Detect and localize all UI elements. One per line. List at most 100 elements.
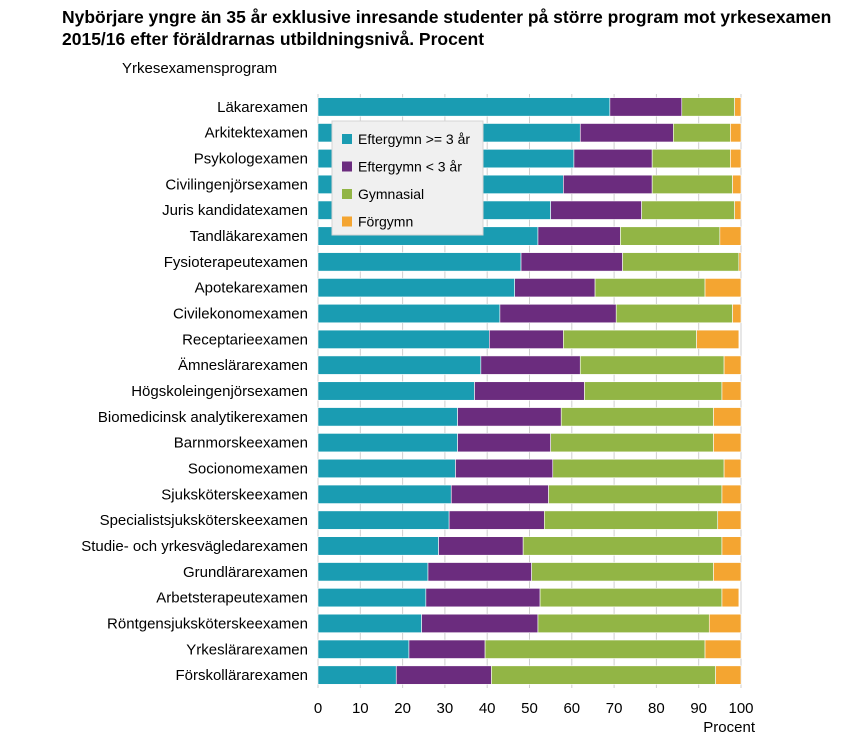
chart-title: Nybörjare yngre än 35 år exklusive inres…	[62, 7, 832, 49]
category-label: Biomedicinsk analytikerexamen	[98, 409, 308, 426]
bar-segment-s2-r17	[522, 536, 723, 556]
bar-segment-s2-r13	[550, 433, 714, 453]
bar-segment-s2-r19	[539, 588, 723, 608]
bar-segment-s0-r19	[317, 588, 427, 608]
bar-segment-s3-r6	[738, 252, 742, 272]
category-label: Civilingenjörsexamen	[165, 176, 308, 193]
legend-box	[331, 120, 484, 236]
bar-segment-s3-r11	[721, 381, 742, 401]
bar-segment-s2-r9	[563, 329, 697, 349]
bar-segment-s2-r14	[552, 458, 725, 479]
x-tick-label: 30	[437, 700, 454, 717]
x-tick-label: 90	[690, 700, 707, 717]
category-label: Studie- och yrkesvägledarexamen	[81, 538, 308, 555]
bar-segment-s3-r7	[704, 278, 742, 298]
legend-label: Förgymn	[358, 214, 413, 230]
bar-segment-s2-r0	[681, 97, 735, 117]
category-label: Specialistsjuksköterskeexamen	[100, 512, 308, 529]
legend-swatch	[342, 189, 352, 199]
bar-segment-s1-r18	[427, 562, 532, 582]
bar-segment-s3-r13	[713, 433, 742, 453]
bar-segment-s3-r22	[715, 665, 742, 685]
bar-segment-s0-r9	[317, 329, 490, 349]
bar-segment-s3-r5	[719, 226, 742, 246]
category-label: Yrkeslärarexamen	[186, 641, 308, 658]
x-tick-label: 20	[394, 700, 411, 717]
bar-segment-s2-r3	[651, 174, 733, 194]
category-label: Juris kandidatexamen	[162, 202, 308, 219]
legend-label: Gymnasial	[358, 186, 424, 202]
bar-segment-s3-r0	[734, 97, 742, 117]
category-label: Psykologexamen	[194, 151, 308, 168]
bar-segment-s1-r13	[457, 433, 551, 453]
bar-segment-s3-r17	[721, 536, 742, 556]
legend-label: Eftergymn < 3 år	[358, 159, 462, 175]
category-label: Sjuksköterskeexamen	[161, 486, 308, 503]
bar-segment-s1-r10	[480, 355, 581, 375]
bar-segment-s1-r4	[550, 200, 642, 220]
x-tick-label: 10	[352, 700, 369, 717]
bar-segment-s0-r21	[317, 639, 410, 659]
bar-segment-s2-r22	[491, 665, 716, 685]
bar-segment-s1-r3	[563, 174, 653, 194]
bar-segment-s3-r19	[721, 588, 740, 608]
x-tick-label: 40	[479, 700, 496, 717]
x-tick-label: 60	[563, 700, 580, 717]
bar-segment-s3-r2	[730, 149, 742, 169]
bar-segment-s1-r2	[573, 149, 653, 169]
bar-segment-s2-r4	[641, 200, 735, 220]
category-label: Arbetsterapeutexamen	[156, 590, 308, 607]
x-tick-label: 80	[648, 700, 665, 717]
bar-segment-s2-r21	[484, 639, 706, 659]
bar-segment-s2-r16	[544, 510, 719, 530]
legend-label: Eftergymn >= 3 år	[358, 131, 470, 147]
bar-segment-s1-r22	[395, 665, 492, 685]
bar-segment-s1-r8	[499, 303, 617, 324]
bar-segment-s2-r5	[620, 226, 721, 246]
category-label: Grundlärarexamen	[183, 564, 308, 581]
bar-segment-s2-r11	[584, 381, 723, 401]
category-label: Civilekonomexamen	[173, 306, 308, 323]
bar-segment-s3-r21	[704, 639, 742, 659]
bar-segment-s0-r14	[317, 458, 456, 479]
category-label: Röntgensjuksköterskeexamen	[107, 615, 308, 632]
legend-swatch	[342, 216, 352, 227]
bar-segment-s0-r22	[317, 665, 397, 685]
bar-segment-s0-r15	[317, 484, 452, 504]
bar-segment-s0-r16	[317, 510, 450, 530]
x-axis-title: Procent	[703, 719, 756, 736]
bar-segment-s2-r15	[548, 484, 723, 504]
bar-segment-s1-r11	[474, 381, 585, 401]
bar-segment-s1-r17	[438, 536, 524, 556]
bar-segment-s3-r16	[717, 510, 742, 530]
bar-segment-s1-r9	[489, 329, 564, 349]
legend-swatch	[342, 161, 352, 172]
bar-segment-s2-r1	[673, 123, 731, 143]
bar-segment-s3-r8	[732, 303, 742, 324]
category-label: Högskoleingenjörsexamen	[131, 383, 308, 400]
bar-segment-s2-r10	[579, 355, 725, 375]
bar-segment-s2-r12	[560, 407, 714, 427]
bar-segment-s0-r7	[317, 278, 515, 298]
category-label: Förskollärarexamen	[175, 667, 308, 684]
legend-swatch	[342, 134, 352, 144]
bar-segment-s2-r8	[615, 303, 733, 324]
bar-segment-s3-r1	[730, 123, 742, 143]
x-tick-label: 100	[728, 700, 753, 717]
bar-segment-s1-r14	[455, 458, 554, 479]
category-label: Receptarieexamen	[182, 331, 308, 348]
bar-segment-s3-r18	[713, 562, 742, 582]
bar-segment-s0-r18	[317, 562, 429, 582]
bar-segment-s1-r21	[408, 639, 486, 659]
bar-segment-s1-r0	[609, 97, 683, 117]
bar-segment-s3-r20	[708, 613, 742, 633]
bar-segment-s1-r1	[579, 123, 674, 143]
bar-segment-s0-r6	[317, 252, 522, 272]
bar-segment-s3-r10	[723, 355, 742, 375]
bar-segment-s2-r20	[537, 613, 710, 633]
category-label: Läkarexamen	[217, 99, 308, 116]
category-label: Tandläkarexamen	[190, 228, 308, 245]
bar-segment-s1-r20	[421, 613, 539, 633]
category-label: Barnmorskeexamen	[174, 435, 308, 452]
x-tick-label: 70	[606, 700, 623, 717]
